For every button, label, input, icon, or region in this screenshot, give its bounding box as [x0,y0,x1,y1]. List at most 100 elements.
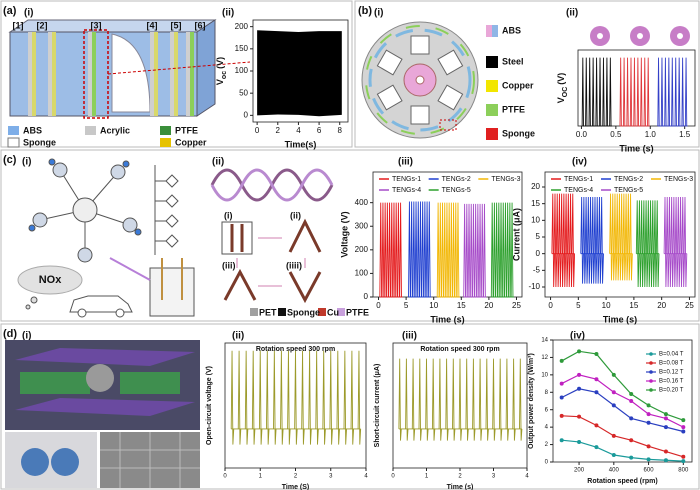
y-tick-label: 14 [541,338,548,344]
rotor-icons [590,26,690,46]
pulse [644,200,649,288]
panel-frame [0,149,700,322]
pulse [315,350,319,445]
pulse [667,57,671,127]
pulse [230,350,235,445]
pulse [343,350,347,445]
pulse [640,200,644,288]
point [663,416,668,421]
pulse [622,193,627,281]
helix-diagram [210,168,334,202]
y-tick-label: 2 [545,442,549,448]
y-tick-label: -10 [528,282,540,291]
pulse [629,57,633,127]
x-tick-label: 0.0 [576,130,588,139]
y-tick-label: 0 [545,460,549,466]
x-tick-label: 600 [644,468,655,474]
point [611,390,616,395]
subpanel-label: (iii) [398,157,413,168]
pulse [584,196,589,284]
legend-label: Acrylic [100,125,130,135]
device-diagram [8,19,251,119]
point [594,390,599,395]
pulse [505,358,509,441]
point [611,372,616,377]
legend-label: PTFE [502,104,525,114]
legend-label: Copper [175,137,207,147]
legend-marker [649,352,653,356]
y-axis-label: Open-circuit voltage (V) [206,366,213,445]
y-axis-label-unit: (V) [215,57,225,69]
pulse [258,350,263,445]
point [681,425,686,430]
pulse [671,57,674,127]
layer-label: [5] [171,20,182,30]
pulse [237,350,242,445]
subpanel-label: (ii) [222,8,234,19]
pulse [633,57,636,127]
x-axis-label: Time (s) [447,484,474,490]
plot-frame [544,171,696,298]
point [577,439,582,444]
x-tick-label: 1.0 [645,130,657,139]
chart-title: Rotation speed 300 rpm [420,346,499,353]
point [663,412,668,417]
legend-label: B=0.16 T [659,379,684,385]
x-tick-label: 800 [678,468,689,474]
pulse [649,200,653,288]
y-tick-label: 100 [235,66,249,75]
y-axis-label: Output power density (W/m³) [528,353,535,449]
pulse [681,196,686,288]
pulse [569,193,573,288]
point [646,403,651,408]
legend-label: Steel [502,56,524,66]
step-diagram [221,218,322,304]
pulse [589,196,593,284]
layer-label: [1] [13,20,24,30]
x-tick-label: 10 [429,301,438,310]
y-tick-label: 50 [239,88,248,97]
pulse [605,57,609,127]
point [594,351,599,356]
pulse [598,196,602,284]
x-tick-label: 200 [574,468,585,474]
pulse [613,193,618,281]
panel-frame [354,0,700,148]
legend-label: PTFE [175,125,198,135]
pulse [427,201,432,298]
x-tick-label: 8 [338,126,343,135]
legend-label: Sponge [502,128,535,138]
pulse [350,350,355,445]
x-tick-label: 5 [404,301,409,310]
pulse [438,358,442,441]
legend-label: B=0.04 T [659,352,684,358]
legend-label: TENGs-1 [564,176,593,183]
point [629,455,634,460]
pulse [581,57,585,127]
legend-label: PTFE [346,307,369,317]
panel-label: (b) [358,5,372,17]
legend-marker [649,361,653,365]
y-tick-label: 4 [545,425,549,431]
pulse [684,57,688,127]
layer-label: [6] [195,20,206,30]
y-axis-label: Voc (V) [215,57,227,85]
legend-label: ABS [23,125,42,135]
x-tick-label: 400 [609,468,620,474]
panel-frame [0,0,353,148]
pulse [301,350,305,445]
layer-label: [4] [147,20,158,30]
pulse [586,196,591,284]
plot-frame [552,339,693,463]
x-tick-label: 2 [276,126,281,135]
x-tick-label: 0 [391,474,395,480]
pulse [478,358,483,441]
legend-marker [649,379,653,383]
point [629,416,634,421]
x-tick-label: 0 [548,301,553,310]
step-label: (iii) [222,260,236,270]
y-tick-label: 0 [244,110,249,119]
legend-label: PET [259,307,277,317]
pulse [562,193,567,288]
